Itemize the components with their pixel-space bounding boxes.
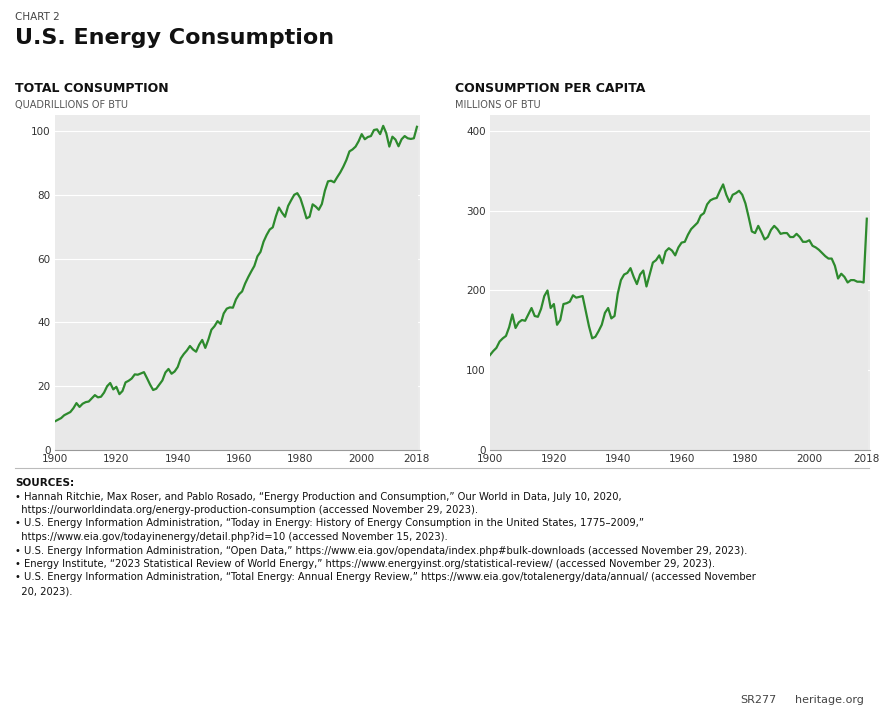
Text: TOTAL CONSUMPTION: TOTAL CONSUMPTION xyxy=(15,82,169,95)
Text: • U.S. Energy Information Administration, “Today in Energy: History of Energy Co: • U.S. Energy Information Administration… xyxy=(15,518,644,529)
Text: https://www.eia.gov/todayinenergy/detail.php?id=10 (accessed November 15, 2023).: https://www.eia.gov/todayinenergy/detail… xyxy=(15,532,448,542)
Text: • Hannah Ritchie, Max Roser, and Pablo Rosado, “Energy Production and Consumptio: • Hannah Ritchie, Max Roser, and Pablo R… xyxy=(15,492,621,502)
Text: MILLIONS OF BTU: MILLIONS OF BTU xyxy=(455,100,541,110)
Text: CHART 2: CHART 2 xyxy=(15,12,60,22)
Text: QUADRILLIONS OF BTU: QUADRILLIONS OF BTU xyxy=(15,100,128,110)
Text: 20, 2023).: 20, 2023). xyxy=(15,586,72,596)
Text: U.S. Energy Consumption: U.S. Energy Consumption xyxy=(15,28,334,48)
Text: heritage.org: heritage.org xyxy=(795,695,864,705)
Text: • U.S. Energy Information Administration, “Total Energy: Annual Energy Review,” : • U.S. Energy Information Administration… xyxy=(15,573,756,582)
Text: • Energy Institute, “2023 Statistical Review of World Energy,” https://www.energ: • Energy Institute, “2023 Statistical Re… xyxy=(15,559,715,569)
Text: SR277: SR277 xyxy=(740,695,776,705)
Text: • U.S. Energy Information Administration, “Open Data,” https://www.eia.gov/opend: • U.S. Energy Information Administration… xyxy=(15,545,747,555)
Text: https://ourworldindata.org/energy-production-consumption (accessed November 29, : https://ourworldindata.org/energy-produc… xyxy=(15,505,478,515)
Text: SOURCES:: SOURCES: xyxy=(15,478,74,488)
Text: CONSUMPTION PER CAPITA: CONSUMPTION PER CAPITA xyxy=(455,82,645,95)
